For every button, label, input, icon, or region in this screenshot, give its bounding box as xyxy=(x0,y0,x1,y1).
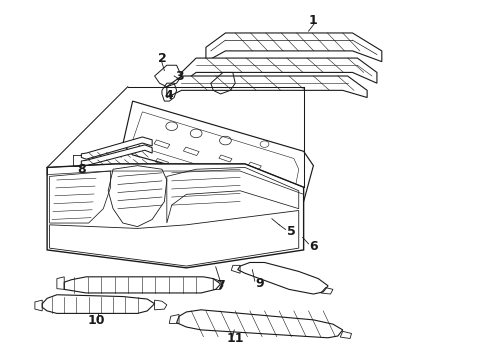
Polygon shape xyxy=(176,310,343,338)
Polygon shape xyxy=(64,277,220,293)
Text: 7: 7 xyxy=(216,279,225,292)
Text: 6: 6 xyxy=(309,240,318,253)
Text: 5: 5 xyxy=(287,225,296,238)
Text: 11: 11 xyxy=(226,332,244,345)
Polygon shape xyxy=(81,145,152,166)
Polygon shape xyxy=(238,262,328,294)
Polygon shape xyxy=(42,295,155,314)
Text: 2: 2 xyxy=(158,51,166,64)
Text: 4: 4 xyxy=(165,89,173,102)
Polygon shape xyxy=(123,101,314,202)
Polygon shape xyxy=(181,58,377,83)
Polygon shape xyxy=(167,76,367,98)
Text: 10: 10 xyxy=(87,314,105,327)
Text: 8: 8 xyxy=(77,163,86,176)
Text: 9: 9 xyxy=(255,278,264,291)
Text: 1: 1 xyxy=(309,14,318,27)
Polygon shape xyxy=(81,137,152,159)
Polygon shape xyxy=(206,33,382,62)
Text: 3: 3 xyxy=(175,69,183,82)
Polygon shape xyxy=(47,164,304,268)
